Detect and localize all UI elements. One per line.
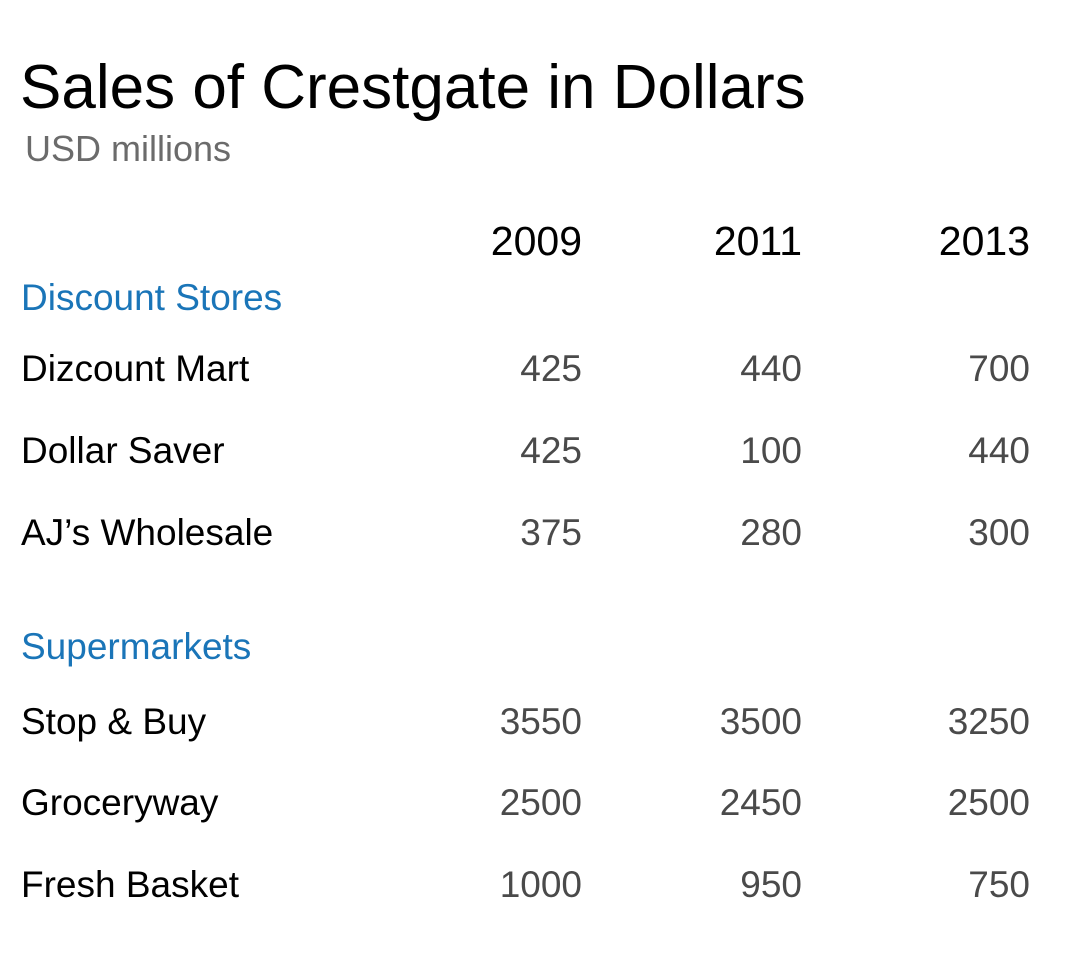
cell-value: 2500 (947, 782, 1030, 823)
row-label: AJ’s Wholesale (21, 512, 274, 553)
table-title: Sales of Crestgate in Dollars (20, 53, 806, 122)
column-header-2011: 2011 (713, 218, 802, 264)
cell-value: 375 (520, 512, 582, 553)
cell-value: 700 (968, 348, 1030, 389)
cell-value: 440 (740, 348, 802, 389)
group-header-discount-stores: Discount Stores (21, 277, 283, 318)
cell-value: 440 (968, 430, 1030, 471)
cell-value: 425 (520, 348, 582, 389)
cell-value: 1000 (499, 864, 582, 905)
cell-value: 3550 (499, 701, 582, 742)
cell-value: 2500 (499, 782, 582, 823)
row-label: Groceryway (21, 782, 219, 823)
table-subtitle: USD millions (25, 128, 232, 169)
cell-value: 950 (740, 864, 802, 905)
cell-value: 300 (968, 512, 1030, 553)
group-header-supermarkets: Supermarkets (21, 626, 252, 667)
cell-value: 425 (520, 430, 582, 471)
row-label: Stop & Buy (21, 701, 207, 742)
column-header-2009: 2009 (490, 218, 582, 264)
row-label: Dollar Saver (21, 430, 225, 471)
cell-value: 3500 (719, 701, 802, 742)
cell-value: 2450 (719, 782, 802, 823)
cell-value: 280 (740, 512, 802, 553)
column-header-2013: 2013 (938, 218, 1030, 264)
cell-value: 100 (740, 430, 802, 471)
row-label: Dizcount Mart (21, 348, 250, 389)
row-label: Fresh Basket (21, 864, 239, 905)
cell-value: 750 (968, 864, 1030, 905)
cell-value: 3250 (947, 701, 1030, 742)
